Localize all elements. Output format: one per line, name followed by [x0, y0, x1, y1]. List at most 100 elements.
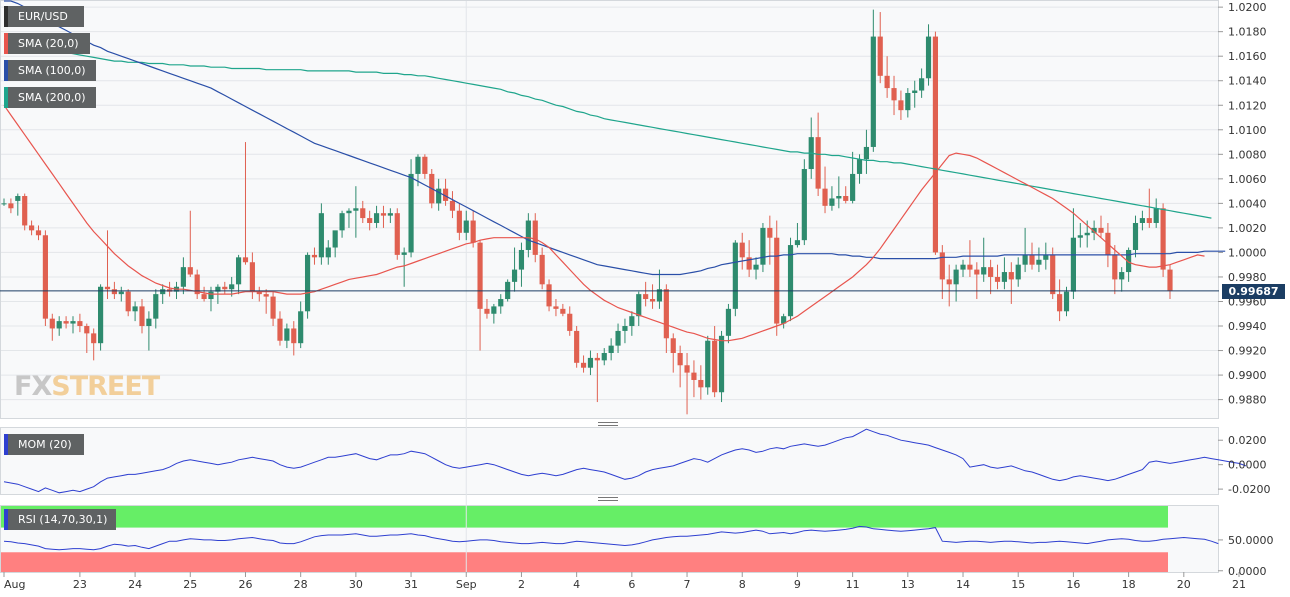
candle-bull [615, 330, 621, 346]
candle-bull [98, 286, 104, 344]
candle-bear [242, 257, 249, 263]
candle-bull [353, 208, 359, 211]
price-tick-label: 1.0000 [1228, 246, 1267, 259]
candle-bull [1132, 222, 1139, 250]
candle-bull [912, 90, 918, 93]
candle-bear [815, 137, 821, 189]
candle-bear [567, 313, 573, 331]
legend-rsi[interactable]: RSI (14,70,30,1) [4, 509, 116, 530]
price-tick-label: 1.0120 [1228, 99, 1267, 112]
candle-bull [656, 289, 663, 302]
mom-tick-label: 0.0200 [1228, 434, 1267, 447]
price-tick-label: 0.9920 [1228, 345, 1267, 358]
candle-bear [1146, 218, 1152, 223]
price-tick-label: 1.0100 [1228, 124, 1267, 137]
candle-bear [643, 294, 649, 300]
price-tick-label: 1.0140 [1228, 75, 1267, 88]
candle-bull [401, 252, 407, 255]
candlesticks [1, 9, 1173, 415]
candle-bull [953, 269, 959, 285]
candle-bear [1057, 294, 1063, 312]
candle-bull [1139, 218, 1145, 223]
time-tick-label: 7 [684, 578, 691, 591]
candle-bear [49, 318, 55, 329]
candle-bear [187, 267, 193, 275]
candle-bear [877, 36, 883, 76]
time-tick-label: 8 [739, 578, 746, 591]
candle-bear [449, 200, 456, 211]
candle-bull [118, 291, 124, 295]
time-tick-label: 11 [846, 578, 860, 591]
candle-bull [725, 308, 732, 336]
legend-sma100-label: SMA (100,0) [18, 64, 86, 77]
candle-bull [373, 213, 380, 223]
panel-resize-handle-2[interactable] [598, 497, 618, 501]
candle-bull [304, 254, 311, 312]
candle-bear [380, 213, 387, 216]
candle-bull [284, 328, 290, 341]
candle-bear [8, 203, 14, 209]
candle-bear [477, 242, 483, 309]
candle-bear [649, 299, 656, 302]
candle-bull [387, 213, 393, 216]
price-tick-label: 1.0180 [1228, 26, 1267, 39]
candle-bull [636, 294, 642, 317]
candle-bull [511, 269, 518, 282]
time-tick-label: 14 [956, 578, 970, 591]
candle-bear [822, 188, 828, 206]
candle-bull [1126, 249, 1132, 273]
price-tick-label: 1.0200 [1228, 1, 1267, 14]
candle-bull [1022, 254, 1028, 265]
candle-bull [718, 335, 725, 393]
candle-bear [946, 279, 952, 285]
rsi-tick-label: 0.0000 [1228, 565, 1267, 578]
watermark-fx: FX [14, 371, 52, 402]
time-tick-label: 13 [901, 578, 915, 591]
candle-bear [222, 286, 228, 290]
candle-bull [298, 311, 304, 344]
candle-bear [560, 308, 566, 314]
legend-sma100[interactable]: SMA (100,0) [4, 60, 96, 81]
candle-bear [774, 237, 780, 324]
candle-bear [1167, 269, 1173, 291]
candle-bull [160, 289, 166, 295]
price-tick-label: 1.0080 [1228, 148, 1267, 161]
legend-mom[interactable]: MOM (20) [4, 434, 84, 455]
time-tick-label: 25 [183, 578, 197, 591]
candle-bear [1029, 254, 1035, 265]
candle-bull [629, 316, 635, 327]
candle-bull [408, 173, 414, 253]
price-tick-label: 1.0160 [1228, 50, 1267, 63]
candle-bear [91, 333, 97, 344]
candle-bear [1008, 272, 1014, 280]
time-tick-label: 15 [1011, 578, 1025, 591]
grid-lines [1, 1, 1218, 572]
panel-resize-handle-1[interactable] [598, 422, 618, 426]
legend-sma200-label: SMA (200,0) [18, 91, 86, 104]
candle-bear [539, 254, 545, 285]
time-tick-label: 18 [1122, 578, 1136, 591]
candle-bull [491, 306, 497, 314]
legend-sma20[interactable]: SMA (20,0) [4, 33, 90, 54]
rsi-tick-label: 50.0000 [1228, 534, 1274, 547]
candle-bull [229, 284, 235, 290]
legend-symbol[interactable]: EUR/USD [4, 6, 84, 27]
candle-bear [1050, 254, 1056, 295]
price-tick-label: 1.0020 [1228, 222, 1267, 235]
time-tick-label: 21 [1232, 578, 1246, 591]
legend-sma200[interactable]: SMA (200,0) [4, 87, 96, 108]
candle-bear [684, 365, 690, 373]
candle-bear [291, 328, 297, 344]
candle-bull [498, 299, 504, 307]
candle-bear [594, 357, 600, 361]
candle-bull [850, 173, 856, 201]
legend-sma20-label: SMA (20,0) [18, 37, 79, 50]
mom-tick-label: -0.0200 [1228, 483, 1270, 496]
candle-bull [801, 169, 807, 241]
time-tick-label: 26 [238, 578, 252, 591]
time-tick-label: 20 [1177, 578, 1191, 591]
time-tick-label: 23 [73, 578, 87, 591]
candle-bear [63, 321, 69, 324]
candle-bull [346, 210, 352, 214]
